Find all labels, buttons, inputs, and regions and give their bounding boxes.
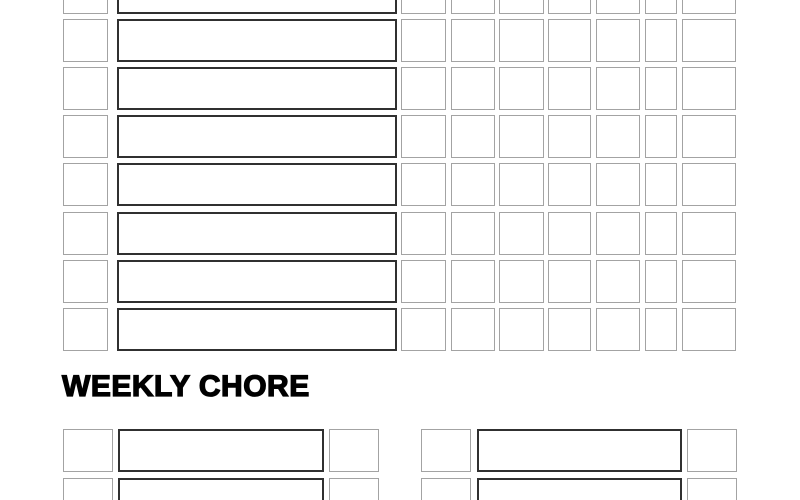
day-checkbox[interactable]: [548, 115, 591, 158]
daily-completion-checkbox[interactable]: [63, 115, 108, 158]
daily-chore-row: [0, 212, 800, 255]
day-checkbox[interactable]: [401, 67, 446, 110]
day-checkbox[interactable]: [401, 308, 446, 351]
weekly-completion-checkbox[interactable]: [421, 477, 471, 500]
daily-completion-checkbox[interactable]: [63, 260, 108, 303]
day-checkbox[interactable]: [645, 115, 677, 158]
day-checkbox[interactable]: [596, 115, 640, 158]
day-checkbox[interactable]: [451, 115, 495, 158]
day-checkbox[interactable]: [401, 19, 446, 62]
weekly-chore-row: [0, 429, 800, 472]
weekly-done-checkbox[interactable]: [687, 477, 737, 500]
daily-completion-checkbox[interactable]: [63, 67, 108, 110]
daily-completion-checkbox[interactable]: [63, 19, 108, 62]
daily-completion-checkbox[interactable]: [63, 308, 108, 351]
day-checkbox[interactable]: [401, 260, 446, 303]
day-checkbox[interactable]: [451, 19, 495, 62]
daily-chore-name-field[interactable]: [117, 260, 397, 303]
weekly-completion-checkbox[interactable]: [63, 477, 113, 500]
day-checkbox[interactable]: [451, 67, 495, 110]
day-checkbox[interactable]: [548, 260, 591, 303]
day-checkbox[interactable]: [682, 67, 736, 110]
daily-completion-checkbox[interactable]: [63, 212, 108, 255]
day-checkbox[interactable]: [401, 163, 446, 206]
weekly-completion-checkbox[interactable]: [421, 429, 471, 472]
day-checkbox[interactable]: [645, 260, 677, 303]
day-checkbox[interactable]: [451, 163, 495, 206]
day-checkbox[interactable]: [499, 67, 544, 110]
daily-chore-name-field[interactable]: [117, 19, 397, 62]
day-checkbox[interactable]: [645, 308, 677, 351]
daily-chore-name-field[interactable]: [117, 0, 397, 14]
day-checkbox[interactable]: [596, 0, 640, 14]
daily-chore-row: [0, 19, 800, 62]
daily-chore-row: [0, 260, 800, 303]
day-checkbox[interactable]: [499, 260, 544, 303]
weekly-chore-name-field[interactable]: [477, 429, 682, 472]
day-checkbox[interactable]: [548, 212, 591, 255]
day-checkbox[interactable]: [548, 308, 591, 351]
weekly-chore-name-field[interactable]: [118, 429, 324, 472]
day-checkbox[interactable]: [401, 212, 446, 255]
day-checkbox[interactable]: [596, 163, 640, 206]
day-checkbox[interactable]: [499, 308, 544, 351]
day-checkbox[interactable]: [596, 67, 640, 110]
weekly-done-checkbox[interactable]: [329, 477, 379, 500]
weekly-chore-heading: WEEKLY CHORE: [61, 370, 310, 403]
day-checkbox[interactable]: [645, 212, 677, 255]
daily-chore-row: [0, 163, 800, 206]
day-checkbox[interactable]: [548, 0, 591, 14]
weekly-done-checkbox[interactable]: [687, 429, 737, 472]
day-checkbox[interactable]: [682, 260, 736, 303]
daily-chore-row: [0, 67, 800, 110]
daily-completion-checkbox[interactable]: [63, 163, 108, 206]
day-checkbox[interactable]: [451, 308, 495, 351]
day-checkbox[interactable]: [499, 115, 544, 158]
day-checkbox[interactable]: [596, 19, 640, 62]
day-checkbox[interactable]: [682, 115, 736, 158]
daily-chore-name-field[interactable]: [117, 163, 397, 206]
day-checkbox[interactable]: [645, 19, 677, 62]
day-checkbox[interactable]: [451, 260, 495, 303]
day-checkbox[interactable]: [401, 0, 446, 14]
day-checkbox[interactable]: [682, 19, 736, 62]
day-checkbox[interactable]: [451, 0, 495, 14]
day-checkbox[interactable]: [548, 163, 591, 206]
weekly-completion-checkbox[interactable]: [63, 429, 113, 472]
day-checkbox[interactable]: [682, 212, 736, 255]
daily-chore-name-field[interactable]: [117, 212, 397, 255]
weekly-chore-name-field[interactable]: [118, 477, 324, 500]
day-checkbox[interactable]: [499, 163, 544, 206]
weekly-chore-name-field[interactable]: [477, 477, 682, 500]
daily-chore-row: [0, 308, 800, 351]
day-checkbox[interactable]: [682, 163, 736, 206]
weekly-done-checkbox[interactable]: [329, 429, 379, 472]
day-checkbox[interactable]: [645, 67, 677, 110]
weekly-chore-row: [0, 477, 800, 500]
day-checkbox[interactable]: [499, 19, 544, 62]
day-checkbox[interactable]: [548, 67, 591, 110]
day-checkbox[interactable]: [548, 19, 591, 62]
day-checkbox[interactable]: [451, 212, 495, 255]
day-checkbox[interactable]: [645, 0, 677, 14]
daily-completion-checkbox[interactable]: [63, 0, 108, 14]
day-checkbox[interactable]: [645, 163, 677, 206]
daily-chore-name-field[interactable]: [117, 67, 397, 110]
day-checkbox[interactable]: [401, 115, 446, 158]
day-checkbox[interactable]: [682, 308, 736, 351]
daily-chore-name-field[interactable]: [117, 308, 397, 351]
day-checkbox[interactable]: [596, 308, 640, 351]
daily-chore-name-field[interactable]: [117, 115, 397, 158]
day-checkbox[interactable]: [499, 0, 544, 14]
daily-chore-row: [0, 115, 800, 158]
day-checkbox[interactable]: [499, 212, 544, 255]
day-checkbox[interactable]: [682, 0, 736, 14]
day-checkbox[interactable]: [596, 260, 640, 303]
daily-chore-row: [0, 0, 800, 14]
day-checkbox[interactable]: [596, 212, 640, 255]
